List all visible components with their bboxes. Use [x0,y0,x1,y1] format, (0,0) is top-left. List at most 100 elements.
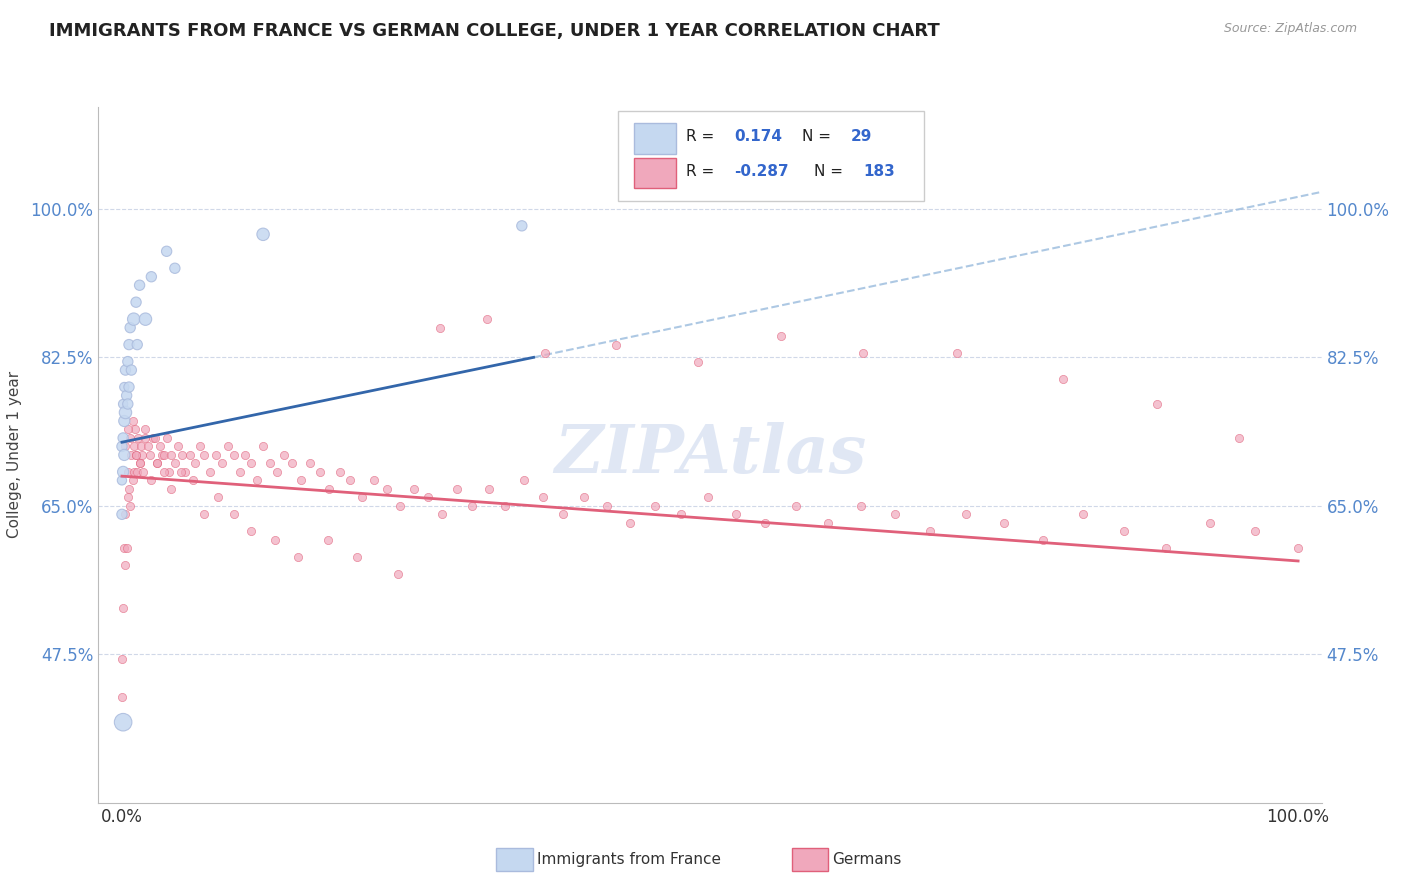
Point [117,491,139,505]
Point [114,558,136,573]
Point [121,474,143,488]
Point [156,431,179,445]
Point [595,499,617,513]
Point [1112,524,1135,539]
Point [128,457,150,471]
Point [118,380,141,394]
Point [111,474,134,488]
Point [114,439,136,453]
Point [1199,516,1222,530]
Point [211,457,233,471]
Point [1156,541,1178,556]
Point [149,439,172,453]
Point [1286,541,1309,556]
Point [375,482,398,496]
Point [124,422,146,436]
Text: -0.287: -0.287 [734,164,789,179]
Point [1227,431,1250,445]
Point [287,549,309,564]
Point [551,508,574,522]
Point [111,651,134,665]
Point [222,508,245,522]
Point [222,448,245,462]
Point [316,533,339,547]
Text: 0.174: 0.174 [734,129,783,145]
Point [328,465,350,479]
Point [290,474,312,488]
Point [281,457,304,471]
Point [122,439,145,453]
Point [112,600,135,615]
Point [139,448,162,462]
Text: R =: R = [686,164,714,179]
Point [478,482,501,496]
FancyBboxPatch shape [634,158,676,188]
Point [572,491,595,505]
Point [112,431,135,445]
FancyBboxPatch shape [634,123,676,153]
Text: N =: N = [801,129,831,145]
Point [252,227,274,242]
Point [143,431,166,445]
Point [246,474,269,488]
Point [785,499,807,513]
Point [141,269,163,284]
Point [1146,397,1168,411]
Point [160,448,183,462]
Point [849,499,872,513]
Point [112,541,135,556]
Point [918,524,941,539]
Point [170,465,193,479]
Point [157,465,180,479]
Point [193,448,215,462]
Point [112,465,135,479]
Point [494,499,516,513]
Point [619,516,641,530]
Point [129,439,152,453]
Point [150,448,173,462]
Point [769,329,792,343]
Point [120,431,142,445]
Text: R =: R = [686,129,714,145]
Point [156,244,179,259]
Point [193,508,215,522]
Point [141,474,163,488]
Point [114,508,136,522]
Point [513,474,536,488]
Point [188,439,211,453]
Point [605,337,627,351]
Point [1032,533,1054,547]
Point [132,465,155,479]
Point [111,690,134,704]
Point [198,465,221,479]
Point [273,448,295,462]
Point [430,508,453,522]
Point [112,414,135,428]
Point [122,312,145,326]
Point [111,439,134,453]
Text: IMMIGRANTS FROM FRANCE VS GERMAN COLLEGE, UNDER 1 YEAR CORRELATION CHART: IMMIGRANTS FROM FRANCE VS GERMAN COLLEGE… [49,22,941,40]
Point [217,439,239,453]
Point [120,448,142,462]
Point [112,715,135,730]
Point [146,457,169,471]
Point [318,482,340,496]
Point [163,261,186,276]
Point [174,465,197,479]
Point [120,363,142,377]
Point [205,448,228,462]
Point [754,516,776,530]
Y-axis label: College, Under 1 year: College, Under 1 year [7,371,22,539]
Point [534,346,557,360]
Point [240,457,263,471]
Point [263,533,285,547]
Point [308,465,330,479]
Point [446,482,468,496]
Point [170,448,193,462]
Text: Germans: Germans [832,853,901,867]
Point [696,491,718,505]
Point [235,448,257,462]
Point [146,457,169,471]
Point [429,320,451,334]
Point [127,465,149,479]
